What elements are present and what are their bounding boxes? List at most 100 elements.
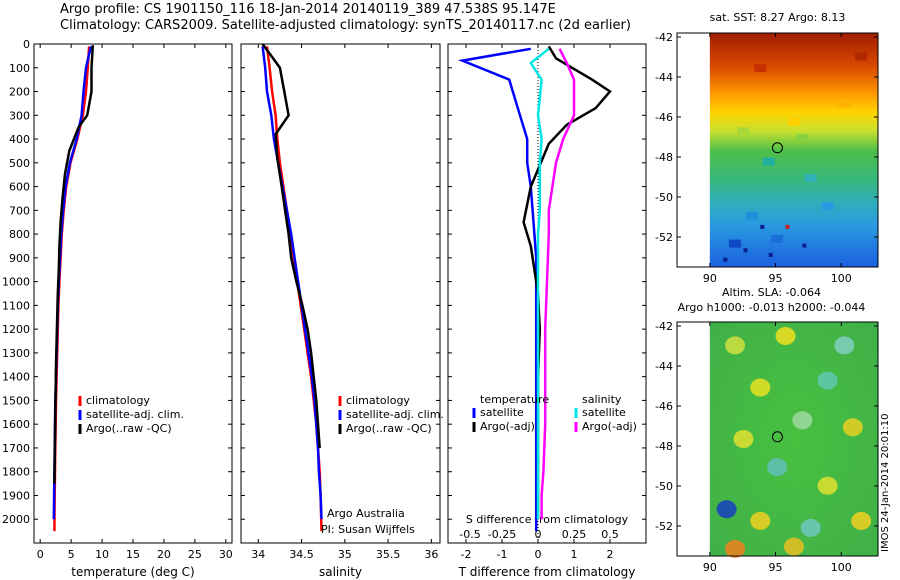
x-tick-label: 90	[703, 561, 717, 574]
y-tick-label: 300	[9, 109, 30, 122]
profile-panel-3: -2 -1 0 1 2 T difference from climatology -0.5…	[447, 43, 647, 579]
x-tick-label: 0	[37, 548, 44, 561]
sla-map-panel: -42 -44 -46 -48 -50 -52 90 95 100 Altim. SLA: -0.…	[655, 286, 879, 574]
x-tick-label: 35	[338, 548, 352, 561]
x-tick-label: -2	[461, 548, 472, 561]
header-line-2: Climatology: CARS2009. Satellite-adjuste…	[60, 18, 631, 33]
sla-blob	[725, 539, 746, 558]
sst-pixel	[771, 234, 784, 243]
y-tick-label: 1800	[2, 466, 30, 479]
plot-frame	[33, 43, 233, 544]
x-tick-label: 34.5	[289, 548, 314, 561]
side-label: IMOS 24-Jan-2014 20:01:10	[880, 413, 891, 552]
sst-pixel	[802, 243, 807, 248]
argo-location-marker	[771, 142, 783, 154]
x-tick-label: 5	[68, 548, 75, 561]
x-tick-label: 0	[535, 548, 542, 561]
y-tick-label: 400	[9, 133, 30, 146]
y-tick-label: -42	[655, 320, 673, 333]
sla-blob	[800, 518, 821, 537]
y-tick-label: 800	[9, 228, 30, 241]
series-line-3	[53, 45, 95, 484]
y-tick-label: -50	[655, 480, 673, 493]
sst-pixel	[754, 64, 767, 73]
sla-blob	[783, 537, 804, 556]
profile-panel-2: 34 34.5 35 35.5 36 salinity climatologysatelli…	[240, 43, 444, 579]
legend-label: Argo(-adj)	[582, 420, 637, 433]
x-axis-label: temperature (deg C)	[71, 565, 194, 579]
x-axis-label: T difference from climatology	[458, 565, 636, 579]
sst-pixel	[787, 117, 800, 126]
sla-blob	[817, 371, 838, 390]
x-tick-label: 36	[424, 548, 438, 561]
y-tick-label: 1900	[2, 489, 30, 502]
x-tick-label: -1	[497, 548, 508, 561]
x-tick-label: 25	[188, 548, 202, 561]
x-tick-label: 34	[251, 548, 265, 561]
legend-label: climatology	[346, 394, 410, 407]
y-tick-label: 500	[9, 157, 30, 170]
sst-field	[709, 33, 878, 267]
x2-tick-label: -0.5	[459, 528, 480, 541]
sla-blob	[792, 411, 813, 430]
sst-pixel	[745, 211, 758, 220]
sla-blob	[716, 500, 737, 519]
x-tick-label: 35.5	[376, 548, 401, 561]
y-tick-label: -42	[655, 31, 673, 44]
y-tick-label: 100	[9, 62, 30, 75]
y-tick-label: 1400	[2, 371, 30, 384]
x-tick-label: 1	[571, 548, 578, 561]
sst-pixel	[855, 52, 868, 61]
sst-pixel	[804, 174, 817, 183]
sst-pixel	[762, 157, 775, 166]
argo-location-marker	[771, 431, 783, 443]
x2-tick-label: 0.25	[562, 528, 587, 541]
legend-title: temperature	[480, 393, 549, 406]
sla-blob	[775, 327, 796, 346]
legend-label: satellite	[480, 406, 524, 419]
legend-label: Argo(..raw -QC)	[86, 422, 172, 435]
sla-blob	[750, 511, 771, 530]
sst-pixel	[729, 239, 742, 248]
sst-pixel	[723, 257, 728, 262]
y-tick-label: 200	[9, 86, 30, 99]
sla-blob	[834, 336, 855, 355]
series-line-3	[529, 47, 550, 520]
y-tick-label: 1000	[2, 276, 30, 289]
y-tick-label: -52	[655, 520, 673, 533]
sst-pixel	[760, 224, 765, 229]
y-tick-label: -48	[655, 440, 673, 453]
y-tick-label: 1100	[2, 299, 30, 312]
x-tick-label: 95	[769, 561, 783, 574]
annotation: Argo Australia	[327, 507, 405, 520]
x-tick-label: 2	[607, 548, 614, 561]
sla-blob	[851, 511, 872, 530]
x-tick-label: 100	[831, 561, 852, 574]
series-line-3	[261, 43, 321, 449]
y-tick-label: 0	[23, 38, 30, 51]
sst-map-panel: -42 -44 -46 -48 -50 -52 90 95 100 sat. SST: 8.27 …	[655, 11, 879, 285]
y-tick-label: 1200	[2, 323, 30, 336]
y-tick-label: 900	[9, 252, 30, 265]
y-tick-label: -46	[655, 400, 673, 413]
sst-pixel	[838, 99, 851, 108]
sst-pixel	[785, 224, 790, 229]
legend-label: Argo(..raw -QC)	[346, 422, 432, 435]
plot-frame	[240, 43, 441, 544]
y-tick-label: 700	[9, 204, 30, 217]
x2-tick-label: -0.25	[488, 528, 516, 541]
header-line-1: Argo profile: CS 1901150_116 18-Jan-2014…	[60, 2, 556, 17]
legend-title: salinity	[582, 393, 622, 406]
sst-pixel	[768, 252, 773, 257]
y-tick-label: 1300	[2, 347, 30, 360]
map-subtitle: Argo h1000: -0.013 h2000: -0.044	[678, 301, 866, 314]
x-tick-label: 10	[95, 548, 109, 561]
legend-label: satellite	[582, 406, 626, 419]
annotation: PI: Susan Wijffels	[321, 523, 415, 536]
map-title: Altim. SLA: -0.064	[722, 286, 821, 299]
map-frame	[676, 32, 879, 268]
x-tick-label: 20	[157, 548, 171, 561]
x2-axis-label: S difference from climatology	[466, 513, 629, 526]
x2-tick-label: 0.5	[601, 528, 619, 541]
